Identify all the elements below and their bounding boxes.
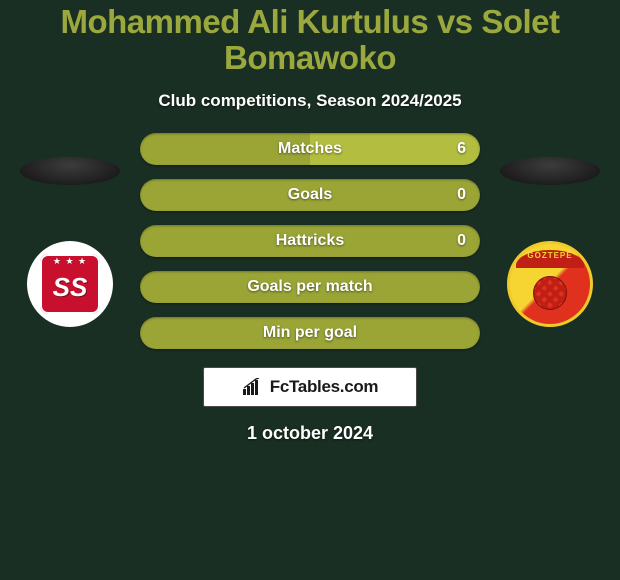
- stat-label: Matches: [140, 140, 480, 158]
- bar-chart-icon: [242, 378, 264, 396]
- snapshot-date: 1 october 2024: [0, 423, 620, 444]
- site-name: FcTables.com: [270, 377, 379, 397]
- left-team-crest: [27, 241, 113, 327]
- stat-label: Hattricks: [140, 232, 480, 250]
- comparison-panel: Matches 6 Goals 0 Hattricks 0 Goals per …: [0, 133, 620, 349]
- stat-bar-min-per-goal: Min per goal: [140, 317, 480, 349]
- right-player-ellipse: [500, 157, 600, 185]
- stat-label: Min per goal: [140, 324, 480, 342]
- stat-label: Goals: [140, 186, 480, 204]
- stat-bar-hattricks: Hattricks 0: [140, 225, 480, 257]
- stat-bars: Matches 6 Goals 0 Hattricks 0 Goals per …: [140, 133, 480, 349]
- site-badge: FcTables.com: [203, 367, 417, 407]
- left-player-ellipse: [20, 157, 120, 185]
- stat-label: Goals per match: [140, 278, 480, 296]
- stat-right-value: 6: [457, 140, 466, 158]
- stat-bar-goals-per-match: Goals per match: [140, 271, 480, 303]
- sivasspor-badge-icon: [40, 254, 100, 314]
- stat-right-value: 0: [457, 232, 466, 250]
- goztepe-ball-icon: [533, 276, 567, 310]
- right-team-crest: GÖZTEPE: [507, 241, 593, 327]
- stat-bar-matches: Matches 6: [140, 133, 480, 165]
- subtitle: Club competitions, Season 2024/2025: [0, 91, 620, 111]
- right-player-column: GÖZTEPE: [500, 155, 600, 327]
- page-title: Mohammed Ali Kurtulus vs Solet Bomawoko: [0, 0, 620, 77]
- goztepe-text-icon: GÖZTEPE: [510, 251, 590, 260]
- left-player-column: [20, 155, 120, 327]
- stat-bar-goals: Goals 0: [140, 179, 480, 211]
- stat-right-value: 0: [457, 186, 466, 204]
